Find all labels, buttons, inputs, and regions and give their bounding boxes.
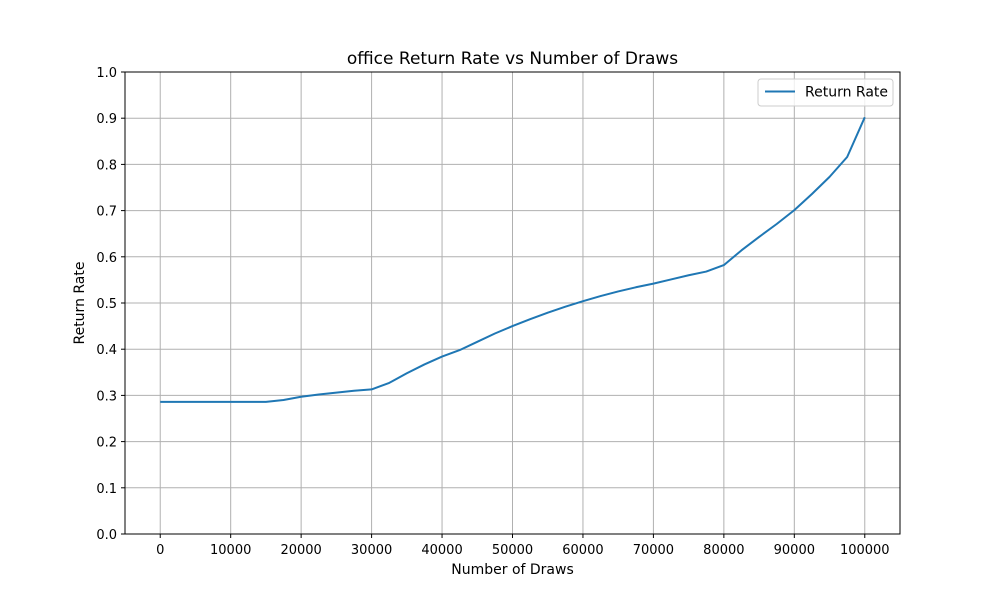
- y-tick-label: 0.4: [96, 343, 117, 358]
- y-tick-label: 0.2: [96, 436, 117, 451]
- y-tick-label: 0.7: [96, 205, 117, 220]
- x-tick-label: 30000: [351, 543, 392, 558]
- x-tick-label: 20000: [280, 543, 321, 558]
- x-tick-label: 0: [156, 543, 164, 558]
- x-tick-label: 100000: [840, 543, 890, 558]
- series-line-return-rate: [160, 116, 866, 403]
- legend-box: [757, 78, 894, 107]
- x-tick-label: 60000: [562, 543, 603, 558]
- y-tick-label: 0.1: [96, 482, 117, 497]
- y-tick-label: 0.3: [96, 389, 117, 404]
- x-tick-label: 50000: [492, 543, 533, 558]
- x-axis-label: Number of Draws: [451, 562, 574, 578]
- axis-ticks: 0 10000 20000 30000 40000 50000 60000 70000 8000…: [96, 66, 889, 558]
- x-tick-label: 70000: [633, 543, 674, 558]
- y-tick-label: 0.8: [96, 158, 117, 173]
- y-tick-label: 0.9: [96, 112, 117, 127]
- series-layer: [160, 116, 866, 403]
- x-tick-label: 90000: [774, 543, 815, 558]
- legend-entry-return-rate: Return Rate: [805, 85, 888, 101]
- y-axis-label: Return Rate: [72, 261, 88, 344]
- x-tick-label: 10000: [210, 543, 251, 558]
- chart-title: office Return Rate vs Number of Draws: [347, 49, 678, 69]
- y-tick-label: 0.5: [96, 297, 117, 312]
- y-tick-label: 0.6: [96, 251, 117, 266]
- x-tick-label: 40000: [421, 543, 462, 558]
- x-tick-label: 80000: [703, 543, 744, 558]
- y-tick-label: 1.0: [96, 66, 117, 81]
- legend: Return Rate: [757, 78, 894, 107]
- y-tick-label: 0.0: [96, 528, 117, 543]
